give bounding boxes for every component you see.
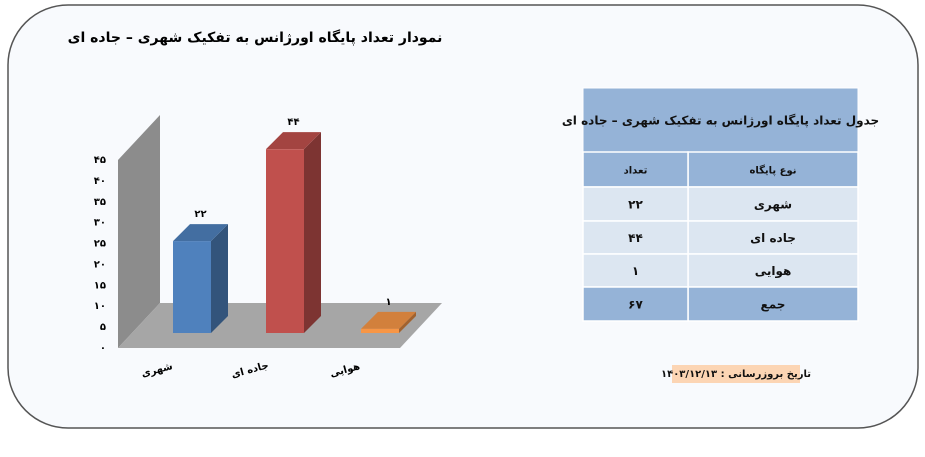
y-tick-label: ۵ [100, 322, 106, 333]
bar-side [304, 132, 321, 333]
table-cell: ۶۷ [628, 298, 643, 312]
table: جدول تعداد پایگاه اورژانس به تفکیک شهری … [562, 87, 879, 322]
table-header: نوع پایگاه [749, 164, 796, 177]
table-title: جدول تعداد پایگاه اورژانس به تفکیک شهری … [562, 114, 879, 129]
y-tick-label: ۴۵ [94, 155, 106, 166]
table-cell: شهری [754, 198, 792, 212]
table-header-cell [582, 151, 689, 188]
y-tick-label: ۱۵ [94, 280, 106, 291]
y-tick-label: ۴۰ [94, 176, 106, 187]
table-header: تعداد [624, 166, 648, 177]
table-cell-cell [687, 286, 859, 322]
data-label: ۱ [385, 297, 391, 308]
bar-side [211, 224, 228, 333]
bar-side [399, 311, 416, 333]
table-cell: ۲۲ [628, 198, 643, 212]
table-cell: ۱ [632, 264, 639, 278]
y-tick-label: ۲۵ [94, 239, 106, 250]
data-label: ۴۴ [287, 117, 299, 128]
data-label: ۲۲ [194, 209, 206, 220]
y-tick-label: ۲۰ [94, 259, 106, 270]
bar-top [266, 132, 321, 150]
table-cell-cell [582, 286, 689, 322]
table-cell-cell [687, 186, 859, 222]
table-cell-cell [582, 186, 689, 222]
bar [173, 241, 211, 333]
back-wall [118, 115, 160, 348]
bar-top [173, 224, 228, 242]
bar-top [361, 311, 416, 329]
table-cell: جاده ای [750, 231, 796, 245]
table-cell: هوایی [755, 264, 792, 279]
table-cell: جمع [761, 298, 786, 312]
footnote: تاریخ بروزرسانی : ۱۴۰۳/۱۲/۱۳ [661, 369, 811, 380]
y-tick-label: ۱۰ [94, 301, 106, 312]
bar [266, 149, 304, 333]
table-title-cell [582, 87, 859, 153]
table-cell-cell [687, 220, 859, 255]
footnote-box [672, 365, 800, 383]
table-cell: ۴۴ [628, 231, 643, 245]
y-tick-label: ۰ [100, 343, 106, 354]
bar [361, 328, 399, 333]
y-tick-label: ۳۰ [94, 218, 106, 229]
chart-title: نمودار تعداد پایگاه اورژانس به تفکیک شهر… [68, 29, 443, 46]
y-tick-label: ۳۵ [94, 197, 106, 208]
